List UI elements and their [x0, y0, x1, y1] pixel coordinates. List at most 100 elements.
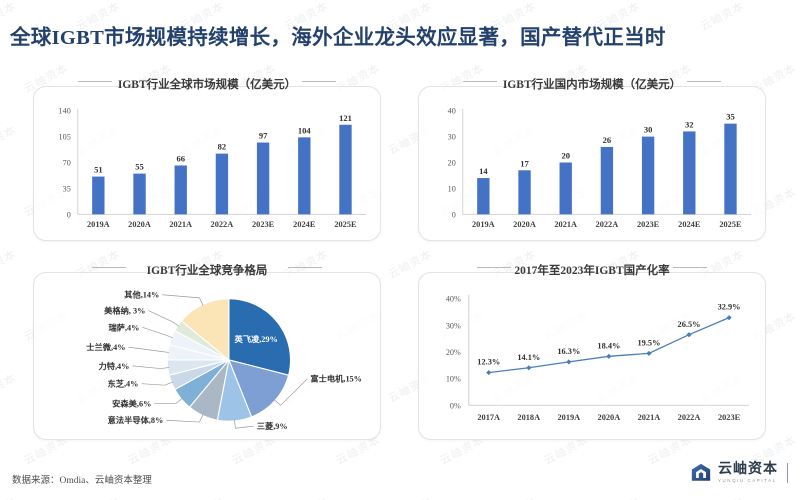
pie-slice-label: 瑞萨,4%: [108, 322, 139, 332]
watermark-text: 云岫资本: [489, 494, 539, 500]
title-rule-right: [687, 81, 721, 82]
page-title: 全球IGBT市场规模持续增长，海外企业龙头效应显著，国产替代正当时: [10, 27, 666, 49]
pie-slice-label: 士兰微,4%: [86, 342, 125, 352]
title-rule-right: [302, 81, 336, 82]
line-data-point: [526, 365, 532, 371]
x-axis-category-label: 2022A: [596, 220, 619, 229]
pie-leader-line: [148, 310, 180, 327]
bar-value-label: 55: [135, 162, 144, 172]
header: 全球IGBT市场规模持续增长，海外企业龙头效应显著，国产替代正当时: [0, 0, 800, 62]
watermark-text: 云岫资本: [385, 494, 435, 500]
bar: [683, 131, 696, 215]
chart-card-global-competition: IGBT行业全球竞争格局 英飞凌,29% 富士电机,15% 三菱,9% 意法半导体,8…: [33, 265, 381, 440]
bar-value-label: 26: [603, 135, 612, 145]
y-tick-label: 40: [448, 107, 456, 116]
pie-slice-label: 三菱,9%: [257, 421, 288, 431]
watermark-text: 云岫资本: [177, 494, 227, 500]
title-rule-left: [463, 81, 497, 82]
bar-value-label: 104: [298, 125, 312, 135]
x-axis-category-label: 2021A: [554, 220, 577, 229]
x-axis-category-label: 2020A: [598, 413, 621, 422]
bar: [256, 142, 270, 215]
watermark-text: 云岫资本: [0, 248, 19, 282]
pie-leader-line: [162, 294, 204, 306]
bar: [600, 146, 614, 215]
pie-leader-line: [142, 327, 173, 339]
y-tick-label: 10%: [446, 375, 461, 384]
bar: [215, 153, 229, 215]
brand-name-en: YUNQIU CAPITAL: [718, 477, 777, 483]
y-tick-label: 0%: [450, 401, 461, 410]
bar-chart-global-market-size: 0 35 70 105 140 51 2019A 55 2020A 66 2021A 82 2022A 9…: [59, 107, 367, 229]
watermark-text: 云岫资本: [697, 494, 747, 500]
chart-card-global-market-size: IGBT行业全球市场规模（亿美元） 0 35 70 105 140 51 2019A 55 20…: [33, 79, 381, 241]
bar-value-label: 32: [685, 119, 694, 129]
pie-leader-line: [166, 414, 204, 423]
bar: [724, 123, 737, 215]
bar: [298, 137, 311, 215]
line-value-label: 14.1%: [517, 353, 540, 362]
bar-value-label: 66: [176, 154, 185, 164]
pie-slice-label: 力特,4%: [99, 361, 130, 371]
bar: [518, 170, 531, 215]
watermark-text: 云岫资本: [0, 124, 19, 158]
bar: [92, 176, 105, 215]
bar-value-label: 121: [339, 113, 352, 123]
pie-slice-label: 意法半导体,8%: [108, 415, 164, 425]
brand-divider: [787, 463, 788, 483]
pie-leader-line: [273, 378, 308, 406]
pie-slice-label: 东芝,4%: [107, 379, 138, 389]
x-axis-category-label: 2024E: [293, 220, 316, 229]
bar-value-label: 82: [218, 142, 227, 152]
line-chart-localization-rate: 0% 10% 20% 30% 40% 12.3% 2017A 14.1% 2018A 16.3% 2…: [446, 295, 750, 422]
y-tick-label: 140: [59, 107, 71, 116]
x-axis-category-label: 2021A: [638, 413, 661, 422]
brand-text: 云岫资本 YUNQIU CAPITAL: [718, 462, 778, 483]
title-rule-left: [92, 267, 126, 268]
chart-title-global-competition: IGBT行业全球竞争格局: [146, 265, 268, 277]
line-value-label: 32.9%: [718, 303, 741, 312]
line-value-label: 12.3%: [477, 358, 500, 367]
pie-chart-global-competition: 英飞凌,29% 富士电机,15% 三菱,9% 意法半导体,8% 安森美,6% 东芝,4% 力…: [86, 290, 362, 431]
line-value-label: 18.4%: [597, 341, 620, 350]
line-value-label: 19.5%: [637, 338, 660, 347]
watermark-text: 云岫资本: [593, 494, 643, 500]
x-axis-category-label: 2024E: [678, 220, 701, 229]
pie-slice-label: 富士电机,15%: [310, 374, 362, 384]
watermark-text: 云岫资本: [73, 494, 123, 500]
yunqiu-logo-icon: [691, 463, 711, 481]
bar: [641, 136, 655, 215]
line-value-label: 26.5%: [678, 320, 701, 329]
pie-slice-label: 其他,14%: [124, 290, 159, 300]
y-tick-label: 105: [59, 133, 71, 142]
y-tick-label: 40%: [446, 295, 461, 304]
y-tick-label: 30: [448, 133, 456, 142]
y-tick-label: 30%: [446, 321, 461, 330]
title-rule-left: [78, 81, 112, 82]
pie-leader-line: [128, 346, 169, 353]
bar-value-label: 17: [520, 158, 529, 168]
x-axis-category-label: 2022A: [678, 413, 701, 422]
watermark-text: 云岫资本: [0, 372, 19, 406]
x-axis-category-label: 2025E: [334, 220, 357, 229]
bar-value-label: 97: [259, 131, 268, 141]
bar: [133, 173, 146, 215]
pie-leader-line: [234, 419, 254, 429]
chart-title-localization-rate: 2017年至2023年IGBT国产化率: [514, 265, 670, 277]
x-axis-category-label: 2023E: [718, 413, 741, 422]
x-axis-category-label: 2021A: [169, 220, 192, 229]
bar: [174, 165, 187, 215]
watermark-text: 云岫资本: [281, 494, 331, 500]
bar-value-label: 20: [561, 151, 570, 161]
line-data-point: [726, 315, 732, 321]
x-axis-category-label: 2019A: [557, 413, 580, 422]
x-axis-category-label: 2023E: [637, 220, 660, 229]
line-data-point: [486, 370, 492, 376]
x-axis-category-label: 2018A: [517, 413, 540, 422]
chart-title-global-market-size: IGBT行业全球市场规模（亿美元）: [117, 79, 297, 91]
x-axis-category-label: 2017A: [477, 413, 500, 422]
x-axis-category-label: 2020A: [513, 220, 536, 229]
bar-value-label: 35: [726, 112, 735, 122]
bar-value-label: 51: [94, 165, 103, 175]
pie-slice: [228, 298, 291, 376]
